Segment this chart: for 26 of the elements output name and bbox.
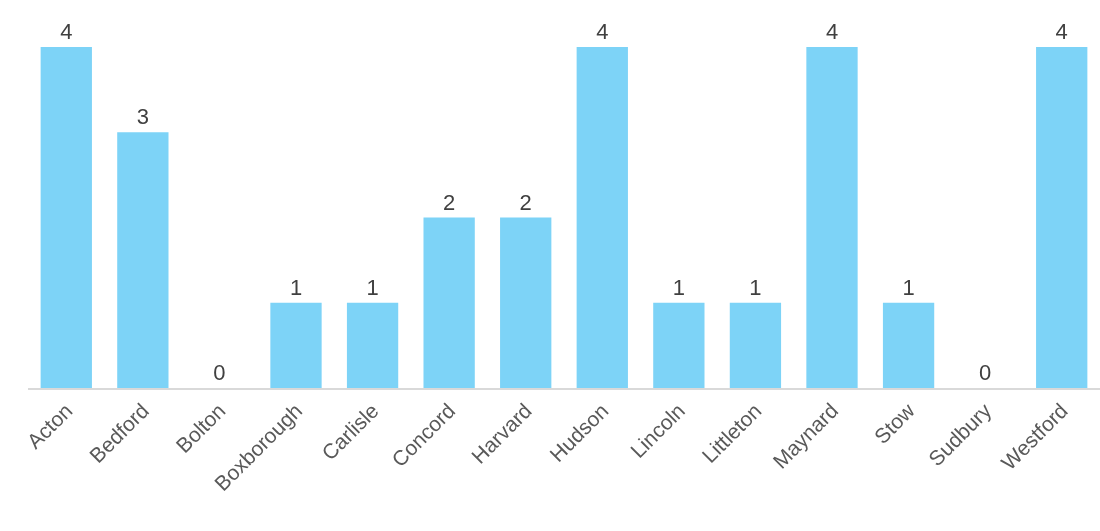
bar <box>40 47 92 388</box>
bar <box>117 132 169 388</box>
bar <box>729 302 782 388</box>
bar <box>423 217 475 388</box>
data-label: 1 <box>289 274 303 300</box>
data-label: 0 <box>979 360 992 385</box>
data-label: 2 <box>519 189 532 215</box>
data-label: 4 <box>60 19 73 44</box>
bar <box>270 302 322 388</box>
data-label: 0 <box>213 360 226 385</box>
bar <box>1036 47 1088 388</box>
bar <box>882 302 935 388</box>
data-label: 2 <box>443 189 456 215</box>
bar <box>576 47 628 388</box>
data-label: 1 <box>366 274 379 300</box>
data-label: 1 <box>749 274 762 300</box>
bar <box>806 47 858 388</box>
bar <box>500 217 552 388</box>
bar <box>346 302 399 388</box>
data-label: 1 <box>672 274 685 300</box>
data-label: 3 <box>136 104 149 130</box>
data-label: 4 <box>596 19 609 44</box>
bar <box>653 302 705 388</box>
data-label: 1 <box>902 274 915 300</box>
data-label: 4 <box>1055 19 1068 44</box>
data-label: 4 <box>825 19 839 44</box>
